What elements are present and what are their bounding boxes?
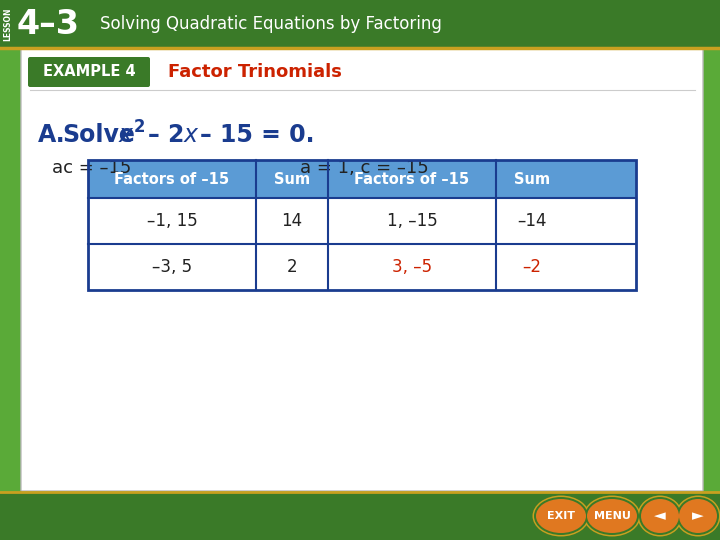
Text: 3, –5: 3, –5 (392, 258, 432, 276)
Text: Factors of –15: Factors of –15 (354, 172, 469, 186)
Ellipse shape (679, 499, 717, 533)
Text: a = 1, c = –15: a = 1, c = –15 (300, 159, 428, 177)
Text: ac = –15: ac = –15 (52, 159, 131, 177)
Text: MENU: MENU (593, 511, 631, 521)
Text: 4–3: 4–3 (17, 8, 79, 40)
Text: ◄: ◄ (654, 509, 666, 523)
Text: 2: 2 (287, 258, 297, 276)
Text: –3, 5: –3, 5 (152, 258, 192, 276)
Text: EXAMPLE 4: EXAMPLE 4 (42, 64, 135, 79)
FancyBboxPatch shape (21, 49, 703, 491)
Text: –2: –2 (523, 258, 541, 276)
Text: 14: 14 (282, 212, 302, 230)
Text: – 15 = 0.: – 15 = 0. (200, 123, 315, 147)
Text: Factor Trinomials: Factor Trinomials (168, 63, 342, 81)
Text: –14: –14 (517, 212, 546, 230)
Ellipse shape (587, 499, 637, 533)
Text: Sum: Sum (514, 172, 550, 186)
Ellipse shape (585, 497, 639, 535)
Ellipse shape (533, 496, 590, 537)
Bar (88, 160, 636, 290)
Text: ►: ► (692, 509, 704, 523)
Text: Solve: Solve (62, 123, 135, 147)
Text: – 2: – 2 (148, 123, 184, 147)
FancyBboxPatch shape (28, 57, 150, 87)
Text: –1, 15: –1, 15 (147, 212, 197, 230)
Ellipse shape (639, 497, 681, 535)
Ellipse shape (536, 499, 586, 533)
Ellipse shape (641, 499, 679, 533)
Ellipse shape (637, 496, 683, 537)
Ellipse shape (583, 496, 641, 537)
Bar (0, 492, 720, 540)
Text: $\it{x}$: $\it{x}$ (183, 123, 199, 147)
Text: 1, –15: 1, –15 (387, 212, 437, 230)
Text: Sum: Sum (274, 172, 310, 186)
Text: EXIT: EXIT (547, 511, 575, 521)
Text: Solving Quadratic Equations by Factoring: Solving Quadratic Equations by Factoring (100, 15, 442, 33)
Text: LESSON: LESSON (4, 7, 12, 40)
Ellipse shape (677, 497, 719, 535)
Bar (0, 0, 720, 48)
Text: Factors of –15: Factors of –15 (114, 172, 230, 186)
Text: $\it{x}^{\mathbf{2}}$: $\it{x}^{\mathbf{2}}$ (118, 122, 145, 148)
Ellipse shape (534, 497, 588, 535)
Bar (88, 160, 636, 198)
Ellipse shape (675, 496, 720, 537)
Text: A.: A. (38, 123, 66, 147)
